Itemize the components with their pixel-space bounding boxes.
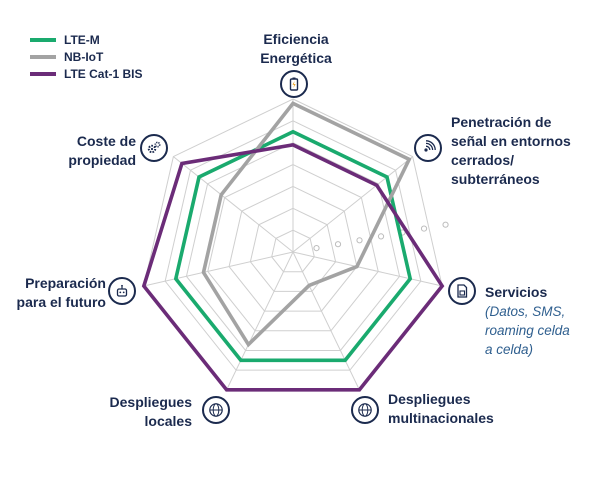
axis-label-despliegues-locales: Despliegues locales: [90, 393, 192, 431]
level-marker: [377, 233, 385, 240]
signal-icon: [414, 134, 442, 162]
globe-network-icon: [351, 396, 379, 424]
grid-ring: [228, 185, 358, 312]
axis-label-penetracion: Penetración de señal en entornos cerrado…: [451, 113, 591, 189]
axis-label-line: Penetración de: [451, 114, 552, 130]
grid-ring: [249, 207, 337, 292]
axis-label-line: Energética: [260, 50, 332, 66]
level-marker: [356, 237, 363, 244]
axis-label-line: Coste de: [76, 133, 136, 149]
legend-item-lte-cat1-bis: LTE Cat-1 BIS: [30, 66, 142, 82]
legend-swatch-nb-iot: [30, 55, 56, 59]
globe-network-icon: [202, 396, 230, 424]
level-marker: [442, 221, 449, 228]
axis-label-line: Eficiencia: [263, 31, 329, 47]
grid-ring: [185, 142, 401, 351]
axis-label-line: Preparación: [25, 275, 106, 291]
legend: LTE-M NB-IoT LTE Cat-1 BIS: [30, 32, 142, 83]
sim-card-icon: [448, 277, 476, 305]
legend-swatch-lte-cat1-bis: [30, 72, 56, 76]
legend-item-nb-iot: NB-IoT: [30, 49, 142, 65]
axis-label-line: para el futuro: [16, 294, 106, 310]
axis-label-coste-propiedad: Coste de propiedad: [40, 132, 136, 170]
axis-label-servicios: Servicios (Datos, SMS, roaming celda a c…: [485, 283, 595, 359]
axis-label-line: locales: [144, 413, 192, 429]
battery-icon: [280, 70, 308, 98]
robot-icon: [108, 277, 136, 305]
legend-label-lte-m: LTE-M: [64, 33, 100, 47]
legend-swatch-lte-m: [30, 38, 56, 42]
grid-spoke: [173, 156, 294, 253]
axis-label-line: subterráneos: [451, 171, 540, 187]
level-marker: [313, 244, 320, 252]
axis-label-despliegues-multinacionales: Despliegues multinacionales: [388, 390, 538, 428]
axis-label-line: propiedad: [68, 152, 136, 168]
series-lte-cat-1-bis: [141, 143, 445, 392]
legend-label-nb-iot: NB-IoT: [64, 50, 104, 64]
axis-label-line: Despliegues: [109, 394, 192, 410]
grid-spoke: [292, 251, 360, 391]
axis-label-line: cerrados/: [451, 152, 515, 168]
series-nb-iot: [201, 101, 412, 348]
axis-label-eficiencia-energetica: Eficiencia Energética: [246, 30, 346, 68]
grid-ring: [271, 229, 315, 273]
level-marker: [420, 225, 428, 232]
level-marker: [334, 241, 342, 248]
axis-label-sub: a celda): [485, 342, 534, 357]
axis-label-sub: (Datos, SMS,: [485, 304, 566, 319]
axis-label-sub: roaming celda: [485, 323, 570, 338]
grid-ring: [207, 164, 379, 332]
axis-label-line: Servicios: [485, 284, 548, 300]
legend-label-lte-cat1-bis: LTE Cat-1 BIS: [64, 67, 143, 81]
axis-label-line: señal en entornos: [451, 133, 571, 149]
axis-label-preparacion-futuro: Preparación para el futuro: [6, 274, 106, 312]
legend-item-lte-m: LTE-M: [30, 32, 142, 48]
axis-label-line: Despliegues: [388, 391, 471, 407]
axis-label-line: multinacionales: [388, 410, 494, 426]
grid-spoke: [292, 251, 443, 287]
grid-spoke: [292, 156, 413, 253]
grid-spoke: [226, 251, 294, 391]
grid-spoke: [143, 251, 294, 287]
gears-icon: [140, 134, 168, 162]
grid-ring: [164, 120, 422, 371]
